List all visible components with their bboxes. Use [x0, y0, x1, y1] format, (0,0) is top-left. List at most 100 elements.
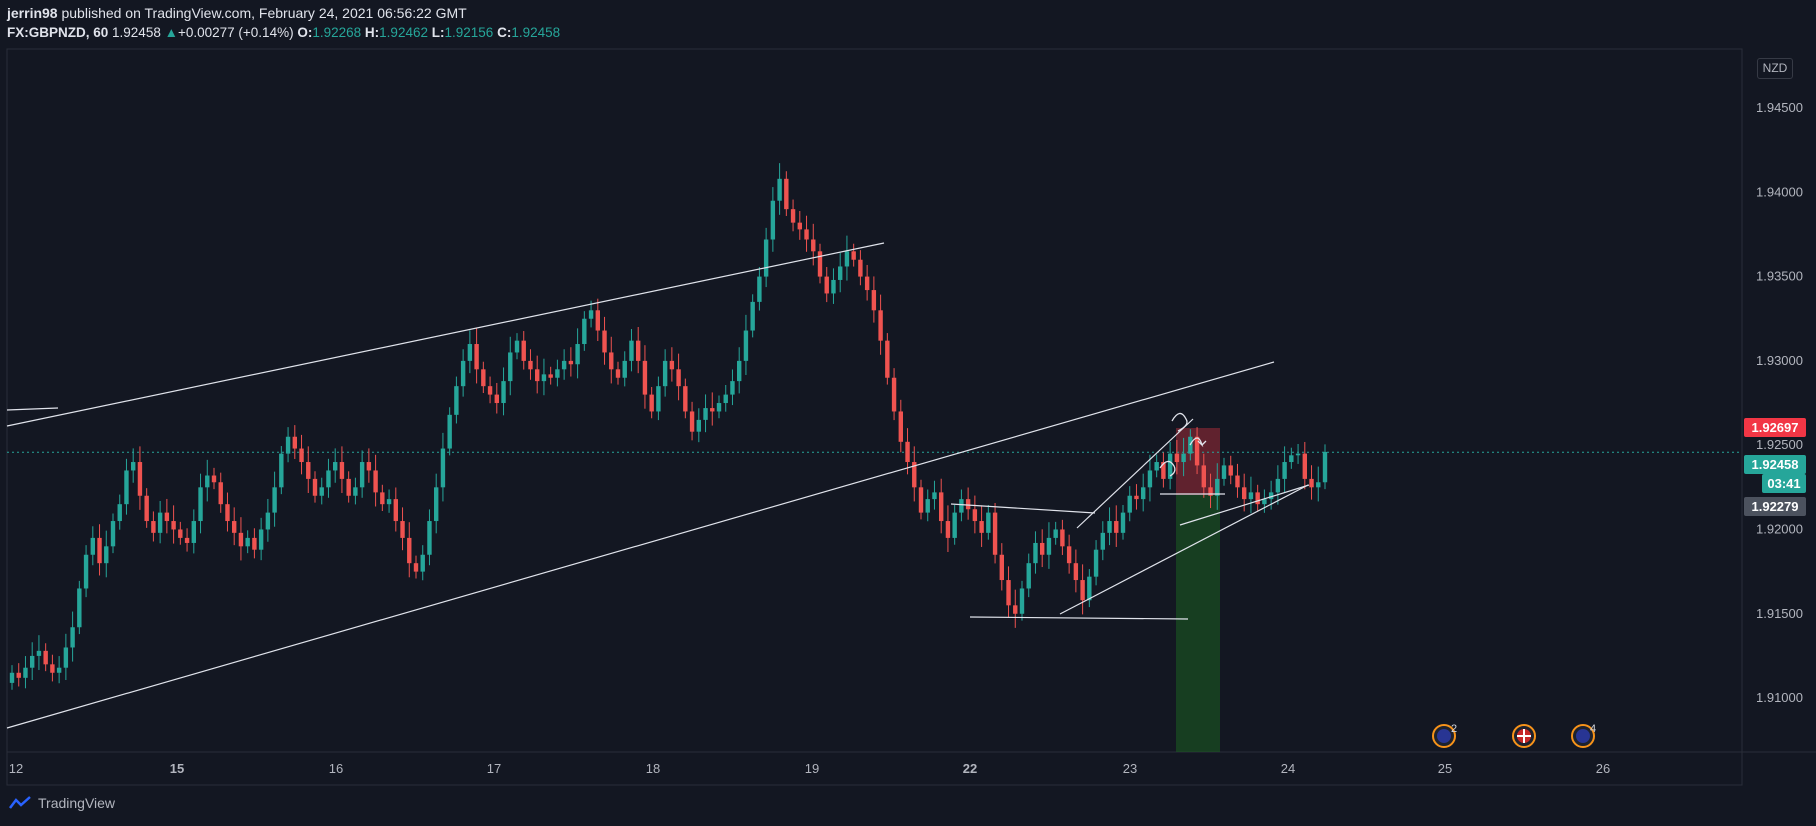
- candle-body: [588, 310, 594, 319]
- candle: [602, 316, 607, 365]
- candle-body: [528, 360, 533, 370]
- candle: [932, 480, 937, 510]
- candle: [1120, 505, 1126, 540]
- candle-body: [380, 492, 385, 505]
- candle: [30, 642, 35, 680]
- candle-body: [460, 360, 466, 387]
- y-tick-label-6: 1.94000: [1756, 184, 1803, 199]
- plot-frame: [6, 48, 1743, 786]
- close-value: 1.92458: [511, 25, 561, 40]
- x-tick-label-9: 25: [1438, 761, 1452, 776]
- candle-body: [1013, 605, 1018, 614]
- footer-brand[interactable]: TradingView: [8, 795, 115, 811]
- high-value: 1.92462: [379, 25, 428, 40]
- last-price: 1.92458: [112, 25, 161, 40]
- event-count-2: 4: [1590, 723, 1596, 735]
- candle-body: [939, 492, 944, 522]
- candle-body: [225, 504, 230, 522]
- y-tick-label-5: 1.93500: [1756, 269, 1803, 284]
- open-label: O:: [297, 25, 313, 40]
- candle: [757, 266, 762, 311]
- candle: [1289, 447, 1294, 469]
- candle-body: [1309, 478, 1314, 488]
- candle: [70, 611, 75, 662]
- candle-body: [1019, 588, 1025, 614]
- candle-body: [642, 360, 648, 395]
- candle: [696, 408, 701, 443]
- event-markers[interactable]: 2 4: [1432, 723, 1596, 748]
- candle: [218, 472, 223, 513]
- candle-body: [858, 259, 863, 277]
- candle: [380, 484, 385, 512]
- candle: [285, 427, 291, 463]
- x-tick-label-10: 26: [1596, 761, 1610, 776]
- y-tick-label-0: 1.91000: [1756, 690, 1803, 705]
- candle: [1161, 452, 1166, 488]
- candle-body: [561, 360, 567, 370]
- y-tick-label-7: 1.94500: [1756, 100, 1803, 115]
- candle: [400, 507, 405, 551]
- event-nz-flag-2[interactable]: [1571, 724, 1595, 748]
- candle: [117, 494, 122, 530]
- candle: [797, 211, 802, 240]
- candle-body: [184, 537, 190, 543]
- event-nz-flag-1[interactable]: [1432, 724, 1456, 748]
- candle: [144, 488, 149, 528]
- candle-body: [454, 386, 459, 415]
- candle: [1235, 463, 1240, 498]
- candle-body: [602, 330, 607, 353]
- candle: [898, 399, 903, 453]
- publish-info: published on TradingView.com, February 2…: [61, 5, 467, 21]
- candle-body: [36, 650, 42, 656]
- hand-drawn-arrows: [1159, 412, 1207, 477]
- candle-body: [575, 344, 580, 365]
- candle: [1006, 566, 1011, 618]
- candle: [407, 522, 412, 578]
- candle-body: [811, 239, 816, 252]
- candle-body: [77, 588, 82, 628]
- event-uk-flag[interactable]: [1512, 724, 1536, 748]
- candle: [292, 425, 297, 460]
- candle-body: [649, 394, 654, 412]
- candle: [265, 498, 271, 542]
- candle: [770, 187, 776, 252]
- candle-body: [898, 411, 903, 442]
- candle: [1167, 441, 1173, 490]
- candle: [353, 477, 358, 505]
- alert-price-tag: 1.92697: [1744, 418, 1806, 437]
- candle: [434, 473, 439, 534]
- candle: [467, 330, 473, 374]
- currency-badge[interactable]: NZD: [1757, 58, 1793, 79]
- candle: [501, 367, 506, 416]
- candle: [1100, 521, 1105, 561]
- candle-body: [824, 276, 829, 294]
- x-tick-label-7: 23: [1123, 761, 1137, 776]
- candle-body: [258, 529, 264, 550]
- candle-body: [178, 529, 183, 538]
- candle: [528, 349, 533, 380]
- candle-body: [393, 499, 398, 522]
- candle: [925, 489, 930, 522]
- candle-body: [285, 436, 291, 454]
- candle: [777, 163, 782, 215]
- candle: [1295, 443, 1301, 464]
- candle: [481, 361, 486, 393]
- candle-body: [1100, 532, 1105, 550]
- candle: [1208, 473, 1213, 509]
- rising-wedge-top: [1076, 418, 1194, 529]
- candle-body: [319, 487, 324, 496]
- candle: [326, 458, 331, 498]
- candle-body: [232, 521, 237, 533]
- candle-body: [1262, 499, 1267, 505]
- author-name[interactable]: jerrin98: [7, 5, 58, 21]
- candle: [306, 446, 311, 494]
- candle: [642, 345, 648, 409]
- candle: [514, 333, 520, 360]
- candle: [1060, 519, 1065, 555]
- candle-body: [1127, 495, 1132, 513]
- candle: [629, 329, 634, 372]
- candle-body: [117, 504, 122, 522]
- candle-body: [333, 462, 338, 471]
- candle-body: [703, 408, 708, 420]
